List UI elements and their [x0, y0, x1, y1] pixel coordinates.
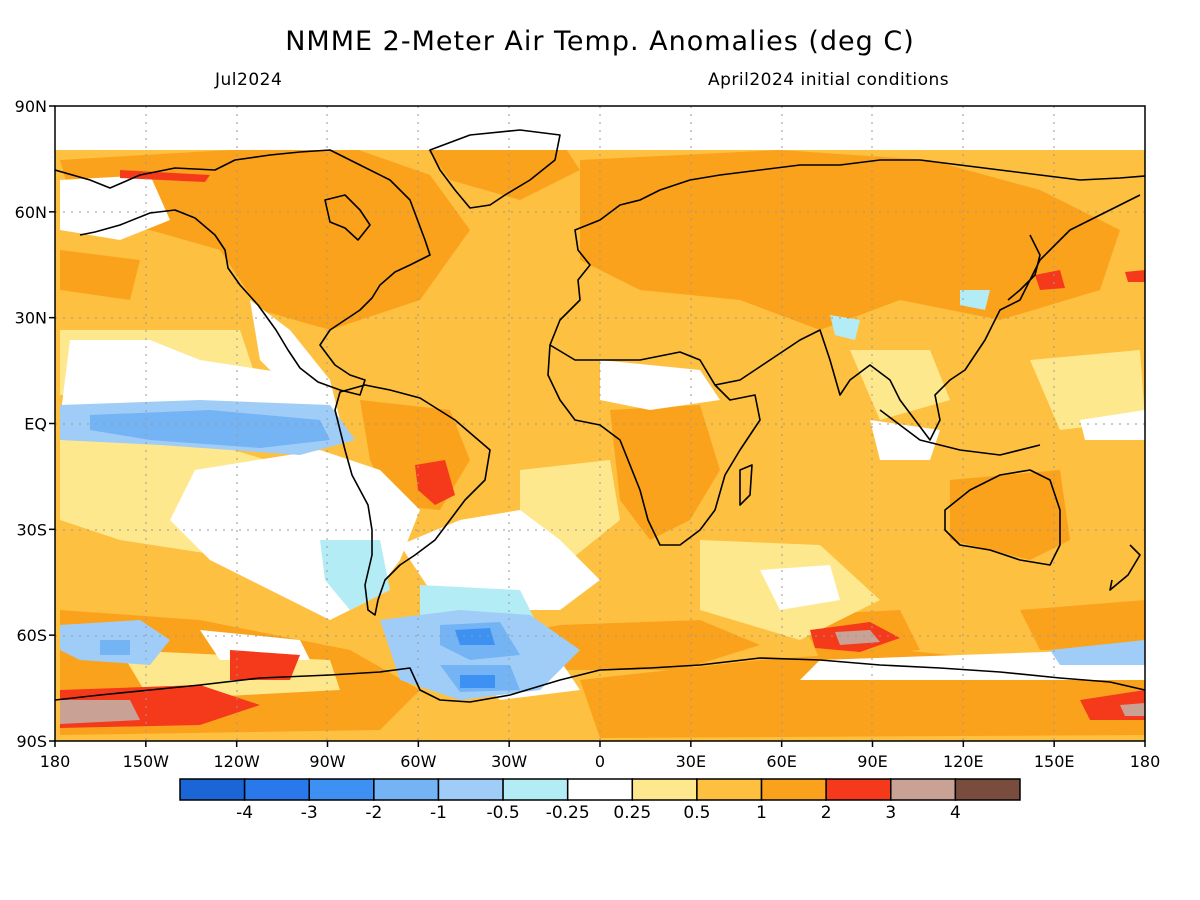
colorbar-swatch — [243, 778, 310, 801]
lat-tick-label: 60S — [16, 626, 47, 645]
lat-tick-label: 90S — [16, 732, 47, 751]
north-america-coast — [55, 149, 431, 396]
indonesia-coast — [879, 409, 1041, 456]
colorbar-swatch — [179, 778, 246, 801]
colorbar-label: 0.5 — [683, 803, 710, 823]
lat-tick-label: 90N — [15, 97, 47, 116]
colorbar-label: 2 — [821, 803, 832, 823]
lon-tick-label: 90W — [309, 752, 345, 771]
lon-tick-label: 120W — [213, 752, 260, 771]
africa-coast — [547, 344, 761, 546]
colorbar-swatch — [890, 778, 957, 801]
lon-tick-label: 90E — [857, 752, 887, 771]
antarctica-coast — [55, 657, 1145, 703]
colorbar-swatch — [566, 778, 634, 801]
madagascar-coast — [739, 464, 753, 506]
lon-tick-label: 60W — [400, 752, 436, 771]
colorbar-label: -1 — [430, 803, 447, 823]
lon-tick-label: 180 — [40, 752, 71, 771]
initial-conditions-label: April2024 initial conditions — [708, 70, 950, 90]
colorbar-swatch — [760, 778, 827, 801]
lon-tick-label: 0 — [595, 752, 605, 771]
very-hot-anomaly-regions — [60, 630, 1145, 724]
greenland-coast — [429, 129, 561, 209]
colorbar-label: 1 — [756, 803, 767, 823]
map-title: NMME 2-Meter Air Temp. Anomalies (deg C) — [285, 26, 915, 57]
lon-tick-label: 150W — [123, 752, 170, 771]
south-america-coast — [334, 384, 491, 616]
lon-tick-label: 30W — [491, 752, 527, 771]
coastlines — [55, 129, 1145, 703]
colorbar-label: -3 — [301, 803, 318, 823]
colorbar-swatch — [954, 778, 1021, 801]
colorbar-label: 0.25 — [613, 803, 651, 823]
colorbar-label: -4 — [236, 803, 253, 823]
colorbar-label: -2 — [365, 803, 382, 823]
lat-tick-label: 30S — [16, 520, 47, 539]
lat-tick-label: EQ — [24, 415, 47, 434]
graticule — [55, 106, 1145, 741]
latitude-axis: 90N 60N 30N EQ 30S 60S 90S — [15, 97, 55, 751]
target-month-label: Jul2024 — [215, 70, 283, 90]
colorbar-swatch — [502, 778, 569, 801]
hudson-bay-coast — [324, 194, 371, 241]
new-zealand-coast — [1109, 544, 1141, 591]
lon-tick-label: 60E — [766, 752, 796, 771]
colorbar-swatch — [437, 778, 504, 801]
southern-asia-coast — [714, 194, 1141, 441]
colorbar-swatch — [825, 778, 892, 801]
lon-tick-label: 180 — [1130, 752, 1161, 771]
lon-tick-label: 120E — [943, 752, 984, 771]
australia-coast — [944, 469, 1061, 566]
colorbar-label: 4 — [950, 803, 961, 823]
strong-cool-regions — [455, 628, 495, 688]
colorbar-swatch — [373, 778, 440, 801]
colorbar-label: -0.25 — [546, 803, 590, 823]
africa-europe-asia-coast — [549, 159, 1145, 346]
colorbar-label: 3 — [885, 803, 896, 823]
lon-tick-label: 150E — [1034, 752, 1075, 771]
lon-tick-label: 30E — [676, 752, 706, 771]
longitude-axis: 180 150W 120W 90W 60W 30W 0 30E 60E 90E 120E 150E 18… — [40, 741, 1161, 771]
anomaly-field — [55, 106, 1145, 741]
lat-tick-label: 30N — [15, 309, 47, 328]
colorbar-legend: -4 -3 -2 -1 -0.5 -0.25 0.25 0.5 1 2 3 4 — [179, 778, 1021, 823]
colorbar-swatch — [631, 778, 698, 801]
lat-tick-label: 60N — [15, 203, 47, 222]
japan-coast — [1007, 234, 1041, 301]
colorbar-swatch — [696, 778, 763, 801]
colorbar-swatch — [308, 778, 375, 801]
colorbar-label: -0.5 — [486, 803, 519, 823]
